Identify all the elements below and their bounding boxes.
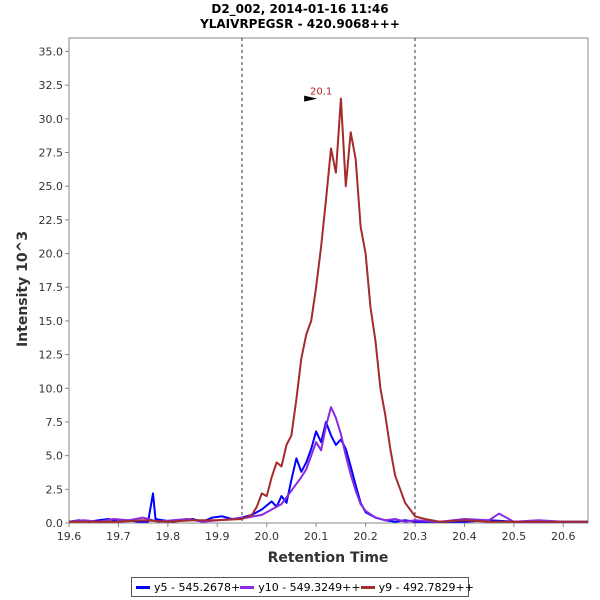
- x-tick-label: 20.2: [353, 530, 378, 543]
- legend-item: y5 - 545.2678+: [136, 581, 240, 594]
- x-tick-label: 20.0: [254, 530, 279, 543]
- x-axis-title: Retention Time: [268, 550, 389, 566]
- peak-marker-icon: [304, 95, 318, 102]
- y-tick-label: 35.0: [39, 45, 64, 58]
- y-tick-label: 25.0: [39, 180, 64, 193]
- y-tick-label: 5.0: [46, 450, 64, 463]
- y-tick-label: 17.5: [39, 281, 64, 294]
- x-tick-label: 20.4: [452, 530, 477, 543]
- legend-item: y10 - 549.3249++: [240, 580, 361, 594]
- y-tick-label: 7.5: [46, 416, 64, 429]
- x-tick-label: 20.1: [304, 530, 329, 543]
- x-axis: 19.6 19.7 19.8 19.9 20.0 20.1 20.2 20.3 20.4 20.5…: [57, 523, 576, 543]
- x-tick-label: 19.7: [106, 530, 131, 543]
- y-axis-title: Intensity 10^3: [15, 231, 31, 347]
- legend-label: y5 - 545.2678+: [154, 580, 241, 594]
- series-lines: [68, 97, 588, 523]
- y-tick-label: 10.0: [39, 382, 64, 395]
- y-tick-label: 32.5: [39, 79, 64, 92]
- legend-swatch: [136, 585, 150, 589]
- peak-annotation: 20.1: [304, 87, 332, 102]
- y-axis: 0.0 2.5 5.0 7.5 10.0 12.5 15.0 17.5 20.0 22.5 25.0…: [39, 45, 69, 530]
- legend: y5 - 545.2678+ y10 - 549.3249++ y9 - 492.7…: [131, 577, 474, 597]
- integration-boundaries: [241, 38, 416, 523]
- chart-subtitle: YLAIVRPEGSR - 420.9068+++: [199, 17, 400, 31]
- y-tick-label: 20.0: [39, 248, 64, 261]
- x-tick-label: 19.9: [205, 530, 230, 543]
- y-tick-label: 2.5: [46, 483, 64, 496]
- y-tick-label: 12.5: [39, 349, 64, 362]
- y-tick-label: 0.0: [46, 517, 64, 530]
- y-tick-label: 27.5: [39, 147, 64, 160]
- chart-title: D2_002, 2014-01-16 11:46: [211, 2, 388, 17]
- x-tick-label: 20.3: [403, 530, 428, 543]
- x-tick-label: 19.8: [156, 530, 181, 543]
- series-line-2: [69, 97, 588, 523]
- y-tick-label: 30.0: [39, 113, 64, 126]
- legend-swatch: [240, 585, 255, 589]
- legend-item: y9 - 492.7829++: [360, 580, 474, 594]
- plot-area: [68, 37, 589, 524]
- x-tick-label: 20.5: [502, 530, 527, 543]
- x-tick-label: 19.6: [57, 530, 82, 543]
- series-line-0: [68, 421, 588, 523]
- legend-label: y10 - 549.3249++: [258, 580, 361, 594]
- y-tick-label: 22.5: [39, 214, 64, 227]
- y-tick-label: 15.0: [39, 315, 64, 328]
- peak-label: 20.1: [310, 87, 332, 98]
- legend-swatch: [360, 585, 375, 589]
- x-tick-label: 20.6: [551, 530, 576, 543]
- legend-label: y9 - 492.7829++: [378, 580, 474, 594]
